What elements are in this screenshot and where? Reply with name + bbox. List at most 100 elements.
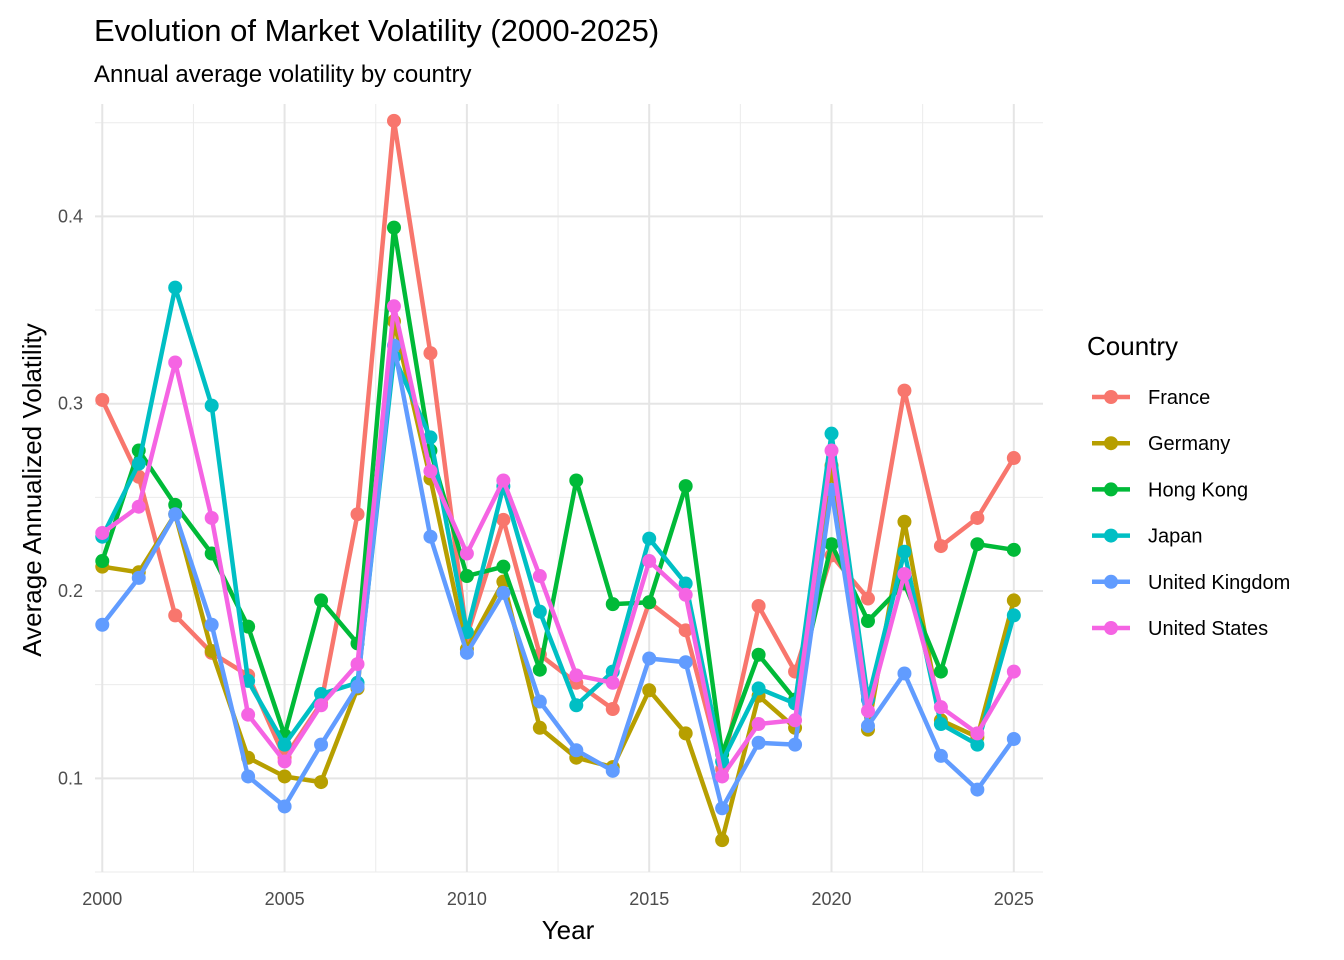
series-line-hong-kong bbox=[100, 225, 1015, 757]
data-point-united-states bbox=[642, 554, 657, 569]
data-point-france bbox=[933, 539, 948, 554]
data-point-united-states bbox=[168, 355, 183, 370]
data-point-hong-kong bbox=[241, 619, 256, 634]
data-point-united-states bbox=[496, 473, 511, 488]
data-point-france bbox=[95, 392, 110, 407]
data-point-japan bbox=[933, 717, 948, 732]
data-point-france bbox=[678, 623, 693, 638]
data-point-united-states bbox=[678, 587, 693, 602]
data-point-japan bbox=[131, 456, 146, 471]
y-tick-label: 0.3 bbox=[58, 394, 83, 414]
chart-title: Evolution of Market Volatility (2000-202… bbox=[94, 13, 659, 48]
data-point-united-states bbox=[532, 569, 547, 584]
data-point-germany bbox=[715, 833, 730, 848]
legend-label: United States bbox=[1148, 618, 1268, 640]
legend-item-france: France bbox=[1092, 387, 1210, 409]
data-point-japan bbox=[1006, 608, 1021, 623]
data-point-united-kingdom bbox=[277, 799, 292, 814]
y-tick-label: 0.1 bbox=[58, 768, 83, 788]
data-point-united-states bbox=[824, 443, 839, 458]
x-tick-label: 2020 bbox=[811, 889, 851, 909]
x-tick-label: 2000 bbox=[82, 889, 122, 909]
legend-key-point bbox=[1104, 528, 1118, 543]
data-point-france bbox=[860, 591, 875, 606]
data-point-hong-kong bbox=[678, 479, 693, 494]
data-point-united-states bbox=[95, 525, 110, 540]
data-point-germany bbox=[532, 720, 547, 735]
data-point-japan bbox=[423, 430, 438, 445]
y-tick-label: 0.4 bbox=[58, 206, 83, 226]
data-point-hong-kong bbox=[1006, 542, 1021, 557]
legend-title: Country bbox=[1087, 331, 1178, 361]
data-point-united-states bbox=[605, 675, 620, 690]
legend-label: Germany bbox=[1148, 433, 1230, 455]
data-point-france bbox=[897, 383, 912, 398]
data-point-united-states bbox=[788, 713, 803, 728]
data-point-united-states bbox=[350, 657, 365, 672]
data-point-united-states bbox=[277, 754, 292, 769]
x-tick-label: 2015 bbox=[629, 889, 669, 909]
data-point-france bbox=[496, 512, 511, 527]
data-point-united-kingdom bbox=[423, 529, 438, 544]
y-axis-title: Average Annualized Volatility bbox=[17, 323, 47, 656]
data-point-united-kingdom bbox=[897, 666, 912, 681]
data-point-united-kingdom bbox=[642, 651, 657, 666]
data-point-france bbox=[1006, 451, 1021, 466]
series-line-united-kingdom bbox=[100, 343, 1016, 811]
data-point-united-kingdom bbox=[350, 679, 365, 694]
legend-key-point bbox=[1104, 482, 1118, 497]
data-point-united-kingdom bbox=[496, 585, 511, 600]
data-point-united-kingdom bbox=[1006, 732, 1021, 747]
data-point-hong-kong bbox=[386, 220, 401, 235]
data-point-france bbox=[970, 510, 985, 525]
data-point-united-states bbox=[933, 700, 948, 715]
data-point-united-kingdom bbox=[459, 645, 474, 660]
series-line-united-states bbox=[100, 304, 1016, 779]
data-point-japan bbox=[642, 531, 657, 546]
legend-label: United Kingdom bbox=[1148, 572, 1290, 594]
data-point-united-states bbox=[970, 726, 985, 741]
data-point-united-kingdom bbox=[715, 801, 730, 816]
data-point-germany bbox=[1006, 593, 1021, 608]
x-tick-label: 2005 bbox=[265, 889, 305, 909]
data-point-hong-kong bbox=[933, 664, 948, 679]
legend-key-point bbox=[1104, 621, 1118, 635]
grid bbox=[95, 104, 1043, 873]
data-point-japan bbox=[204, 398, 219, 413]
data-point-hong-kong bbox=[860, 613, 875, 628]
data-point-hong-kong bbox=[314, 593, 329, 608]
data-point-united-kingdom bbox=[168, 507, 183, 522]
data-point-hong-kong bbox=[496, 559, 511, 574]
data-point-hong-kong bbox=[751, 647, 766, 662]
data-point-united-states bbox=[241, 707, 256, 722]
data-point-united-states bbox=[459, 546, 474, 561]
legend-key-point bbox=[1104, 436, 1118, 451]
data-point-germany bbox=[642, 683, 657, 698]
data-point-united-kingdom bbox=[933, 748, 948, 763]
data-point-united-kingdom bbox=[569, 743, 584, 758]
data-point-united-states bbox=[569, 668, 584, 683]
data-point-united-kingdom bbox=[678, 655, 693, 670]
data-point-united-states bbox=[314, 698, 329, 713]
x-axis-title: Year bbox=[542, 915, 595, 945]
legend-key-point bbox=[1104, 574, 1118, 589]
axis-ticks: 2000 2005 2010 2015 2020 2025 0.1 0.2 0.3 0.4 bbox=[58, 206, 1034, 909]
data-point-united-states bbox=[386, 299, 401, 314]
data-point-united-kingdom bbox=[204, 617, 219, 632]
data-point-hong-kong bbox=[569, 473, 584, 488]
data-point-united-kingdom bbox=[605, 763, 620, 778]
data-point-united-states bbox=[860, 703, 875, 718]
series-united-kingdom bbox=[95, 338, 1021, 816]
data-point-united-kingdom bbox=[241, 769, 256, 784]
legend: Country France Germany Hong Kong Japan Unite… bbox=[1087, 331, 1290, 640]
data-point-japan bbox=[532, 604, 547, 619]
data-point-hong-kong bbox=[642, 595, 657, 610]
data-point-united-kingdom bbox=[95, 617, 110, 632]
data-point-united-kingdom bbox=[532, 694, 547, 709]
y-tick-label: 0.2 bbox=[58, 581, 83, 601]
data-point-japan bbox=[277, 737, 292, 752]
data-point-united-states bbox=[1006, 664, 1021, 679]
data-point-united-states bbox=[204, 510, 219, 525]
chart-subtitle: Annual average volatility by country bbox=[94, 61, 472, 88]
